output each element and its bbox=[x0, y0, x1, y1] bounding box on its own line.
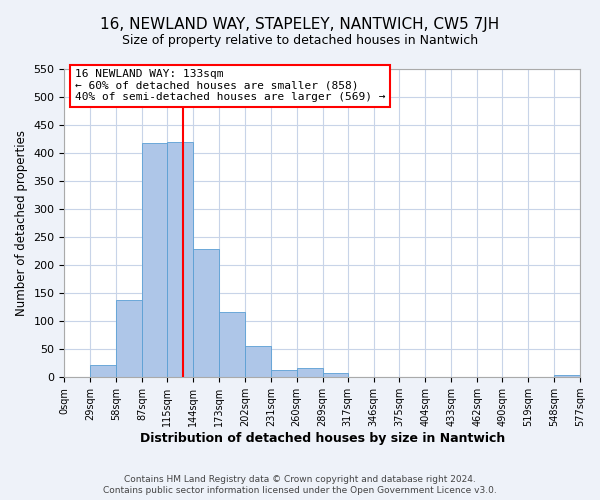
Text: Contains HM Land Registry data © Crown copyright and database right 2024.: Contains HM Land Registry data © Crown c… bbox=[124, 475, 476, 484]
Bar bbox=[271, 370, 297, 377]
X-axis label: Distribution of detached houses by size in Nantwich: Distribution of detached houses by size … bbox=[140, 432, 505, 445]
Y-axis label: Number of detached properties: Number of detached properties bbox=[15, 130, 28, 316]
Text: 16, NEWLAND WAY, STAPELEY, NANTWICH, CW5 7JH: 16, NEWLAND WAY, STAPELEY, NANTWICH, CW5… bbox=[100, 18, 500, 32]
Bar bbox=[193, 250, 219, 377]
Bar bbox=[116, 300, 142, 377]
Bar bbox=[219, 312, 245, 377]
Text: Contains public sector information licensed under the Open Government Licence v3: Contains public sector information licen… bbox=[103, 486, 497, 495]
Bar bbox=[554, 375, 580, 377]
Bar bbox=[245, 346, 271, 377]
Bar bbox=[142, 143, 167, 377]
Text: Size of property relative to detached houses in Nantwich: Size of property relative to detached ho… bbox=[122, 34, 478, 47]
Text: 16 NEWLAND WAY: 133sqm
← 60% of detached houses are smaller (858)
40% of semi-de: 16 NEWLAND WAY: 133sqm ← 60% of detached… bbox=[75, 69, 385, 102]
Bar bbox=[323, 374, 347, 377]
Bar bbox=[91, 365, 116, 377]
Bar bbox=[167, 142, 193, 377]
Bar bbox=[297, 368, 323, 377]
